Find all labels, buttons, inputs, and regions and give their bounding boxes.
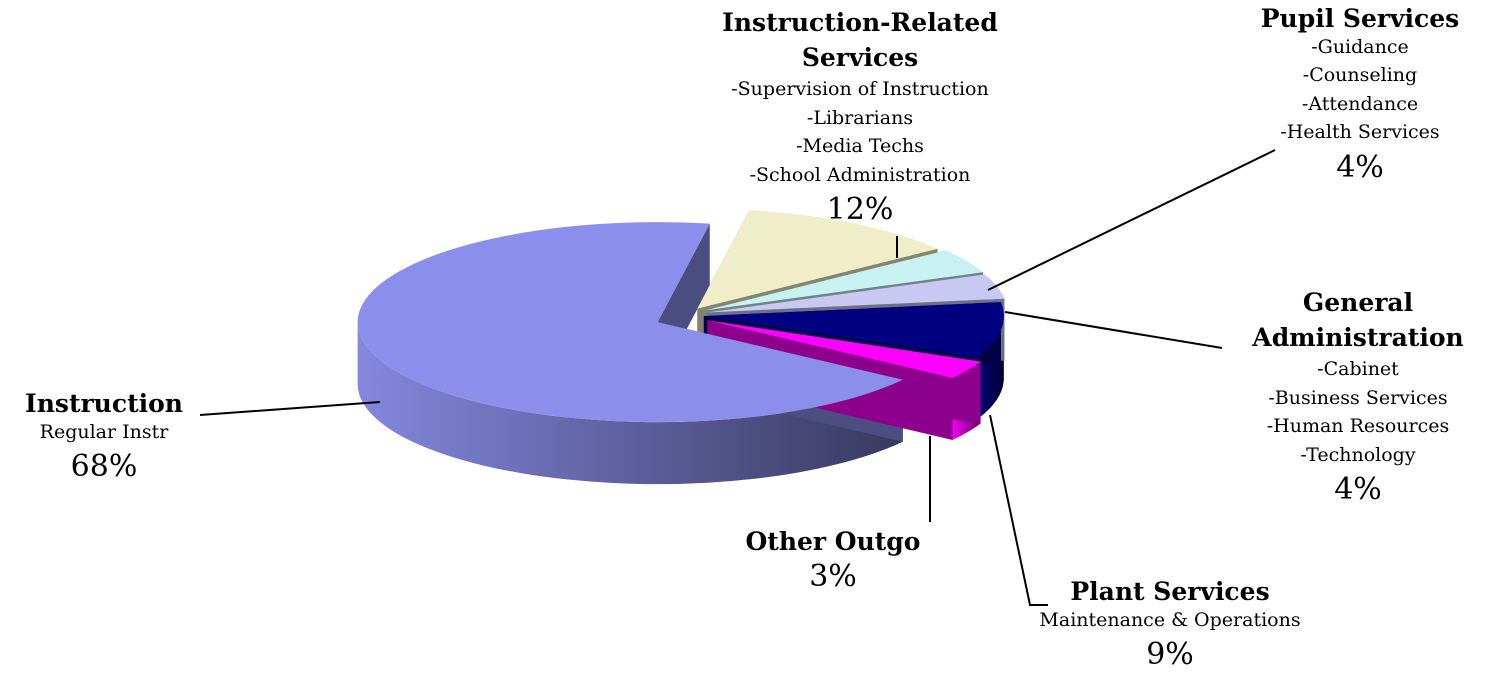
detail-line: -Attendance — [1301, 92, 1419, 115]
detail-line: -Health Services — [1280, 121, 1440, 143]
data-label: Plant Services Maintenance & Operations 9% — [1039, 578, 1300, 671]
detail-line: -School Administration — [749, 163, 971, 186]
leader-line — [989, 414, 1048, 606]
detail-line: -Human Resources — [1266, 415, 1450, 437]
category-name: Other Outgo — [745, 527, 921, 556]
slice — [697, 210, 938, 309]
detail-line: -Cabinet — [1317, 358, 1399, 380]
value-label: 4% — [1336, 149, 1384, 185]
detail-line: Regular Instr — [39, 420, 169, 443]
data-label: Instruction Regular Instr 68% — [25, 390, 183, 483]
detail-line: -Guidance — [1311, 35, 1409, 58]
leader-line — [987, 149, 1276, 291]
detail-line: -Counseling — [1302, 64, 1418, 86]
detail-line: -Librarians — [806, 106, 914, 129]
slice — [357, 222, 903, 423]
detail-line: -Business Services — [1268, 386, 1448, 409]
pie-tops — [357, 210, 1005, 423]
slice-side — [357, 322, 903, 485]
value-label: 3% — [809, 558, 857, 594]
value-label: 4% — [1334, 472, 1382, 507]
category-name: Instruction-Related Services — [722, 8, 998, 72]
data-label: Pupil Services -Guidance -Counseling -Atten… — [1261, 5, 1460, 184]
category-name: Pupil Services — [1260, 4, 1460, 33]
slice — [707, 274, 1005, 313]
detail-line: -Technology — [1300, 443, 1416, 466]
leader-line — [1004, 311, 1223, 349]
leader-line — [199, 401, 381, 416]
value-label: 12% — [826, 192, 894, 227]
slice — [705, 250, 984, 311]
category-name: General Administration — [1252, 288, 1464, 352]
value-label: 9% — [1146, 637, 1194, 672]
data-label: Other Outgo 3% — [746, 528, 921, 593]
detail-line: -Supervision of Instruction — [731, 78, 989, 100]
detail-line: -Media Techs — [796, 135, 924, 157]
slice — [707, 320, 981, 378]
detail-line: Maintenance & Operations — [1039, 608, 1301, 631]
category-name: Instruction — [25, 389, 183, 418]
category-name: Plant Services — [1070, 577, 1270, 606]
data-label: Instruction-Related Services -Supervision… — [700, 5, 1020, 226]
data-label: General Administration -Cabinet -Business … — [1228, 285, 1488, 506]
value-label: 68% — [70, 449, 138, 484]
slice — [703, 302, 1004, 358]
